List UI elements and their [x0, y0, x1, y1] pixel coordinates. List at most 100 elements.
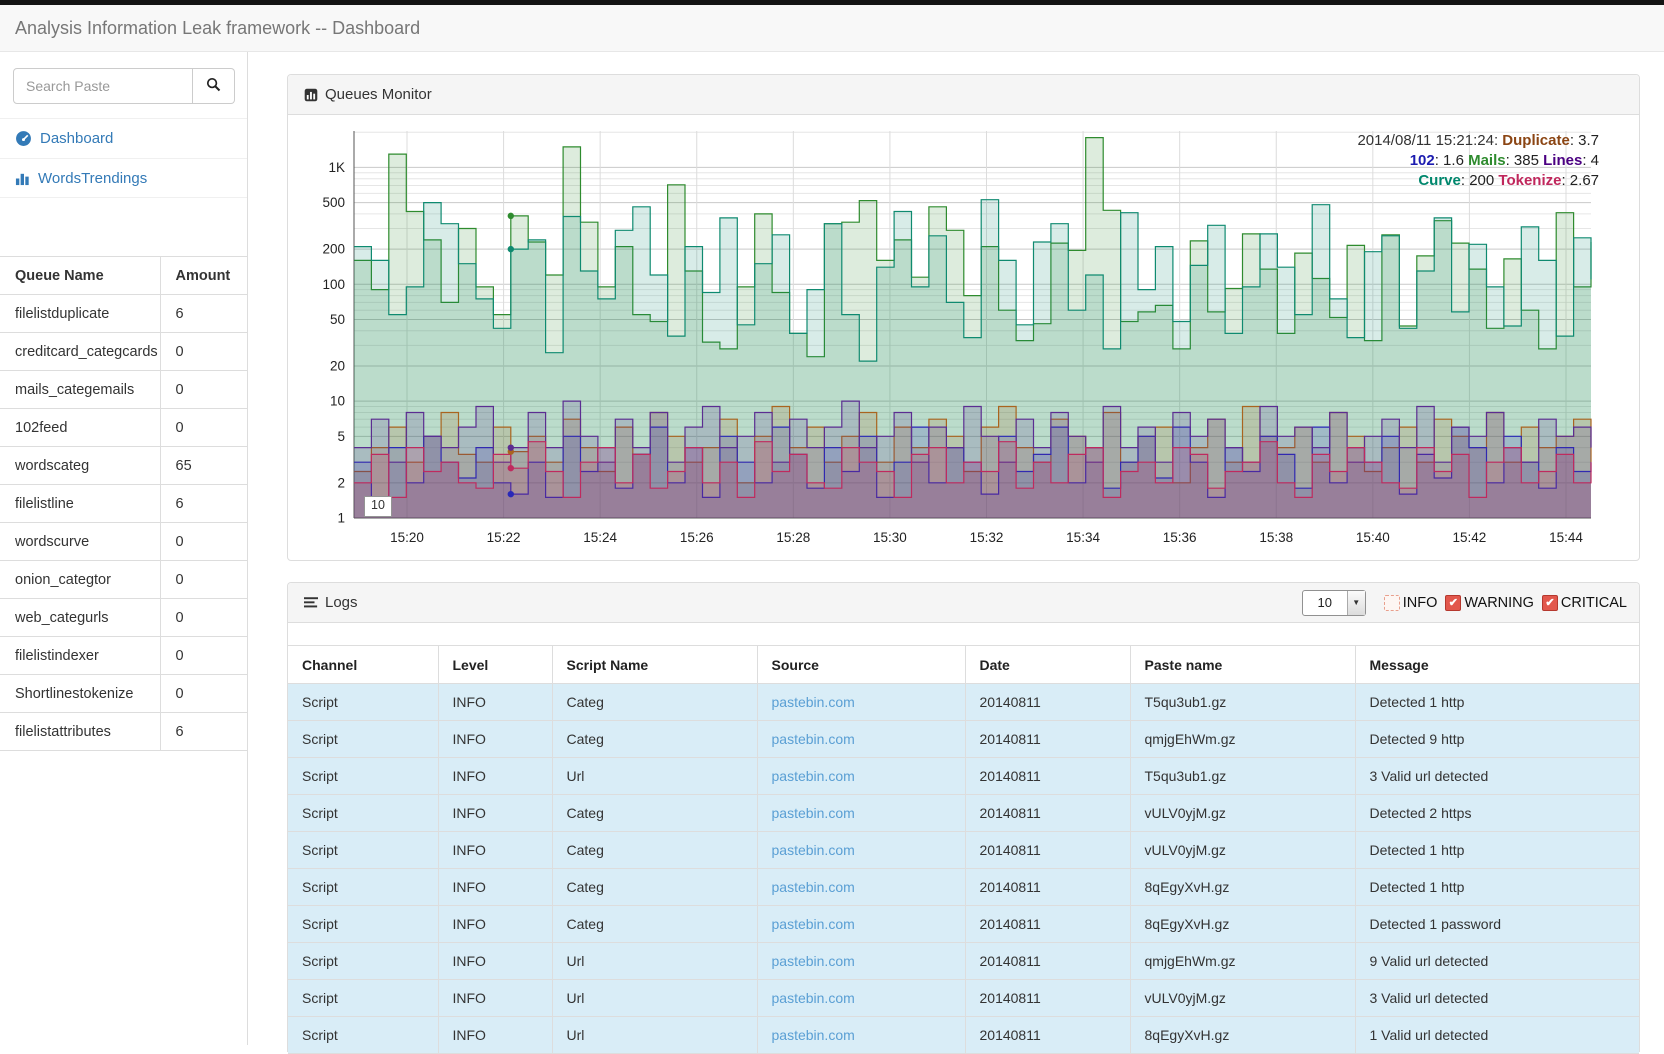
- queue-row: onion_categtor0: [0, 561, 248, 599]
- checkbox-checked-icon[interactable]: ✔: [1445, 595, 1461, 611]
- log-channel-cell: Script: [288, 684, 438, 721]
- svg-text:15:42: 15:42: [1453, 530, 1487, 545]
- log-source-link[interactable]: pastebin.com: [772, 768, 855, 784]
- log-date-cell: 20140811: [965, 758, 1130, 795]
- queue-row: web_categurls0: [0, 599, 248, 637]
- log-source-link[interactable]: pastebin.com: [772, 842, 855, 858]
- logs-header-pastename: Paste name: [1130, 646, 1355, 684]
- log-source-cell: pastebin.com: [757, 869, 965, 906]
- queue-amount-cell: 6: [160, 485, 248, 523]
- queue-table-header-name: Queue Name: [0, 257, 160, 295]
- log-level-filters: INFO✔WARNING✔CRITICAL: [1376, 595, 1627, 611]
- logs-header-message: Message: [1355, 646, 1639, 684]
- queue-row: creditcard_categcards0: [0, 333, 248, 371]
- search-group: [13, 68, 235, 104]
- log-date-cell: 20140811: [965, 795, 1130, 832]
- filter-info-checkbox[interactable]: INFO: [1384, 595, 1438, 611]
- svg-text:20: 20: [330, 358, 345, 373]
- queue-amount-cell: 0: [160, 637, 248, 675]
- sidebar-item-dashboard[interactable]: Dashboard: [0, 118, 247, 158]
- queue-name-cell: filelistindexer: [0, 637, 160, 675]
- queue-row: filelistduplicate6: [0, 295, 248, 333]
- queue-row: filelistattributes6: [0, 713, 248, 751]
- log-source-link[interactable]: pastebin.com: [772, 731, 855, 747]
- log-pastename-cell: 8qEgyXvH.gz: [1130, 906, 1355, 943]
- logs-header-channel: Channel: [288, 646, 438, 684]
- checkbox-checked-icon[interactable]: ✔: [1542, 595, 1558, 611]
- queue-row: 102feed0: [0, 409, 248, 447]
- svg-text:15:22: 15:22: [487, 530, 521, 545]
- queue-row: filelistindexer0: [0, 637, 248, 675]
- filter-critical-checkbox[interactable]: ✔CRITICAL: [1542, 595, 1627, 611]
- log-message-cell: Detected 9 http: [1355, 721, 1639, 758]
- log-date-cell: 20140811: [965, 721, 1130, 758]
- logs-title: Logs: [325, 594, 358, 611]
- queue-name-cell: Shortlinestokenize: [0, 675, 160, 713]
- log-level-cell: INFO: [438, 832, 552, 869]
- log-message-cell: Detected 2 https: [1355, 795, 1639, 832]
- log-level-cell: INFO: [438, 980, 552, 1017]
- log-scriptname-cell: Categ: [552, 684, 757, 721]
- log-message-cell: 3 Valid url detected: [1355, 758, 1639, 795]
- queue-row: filelistline6: [0, 485, 248, 523]
- queue-name-cell: filelistattributes: [0, 713, 160, 751]
- log-source-link[interactable]: pastebin.com: [772, 916, 855, 932]
- queues-monitor-chart-icon: [304, 88, 318, 102]
- logs-table: Channel Level Script Name Source Date Pa…: [288, 645, 1639, 1054]
- log-message-cell: Detected 1 http: [1355, 869, 1639, 906]
- log-channel-cell: Script: [288, 721, 438, 758]
- log-source-link[interactable]: pastebin.com: [772, 879, 855, 895]
- log-scriptname-cell: Categ: [552, 795, 757, 832]
- svg-text:100: 100: [322, 277, 345, 292]
- logs-list-icon: [304, 596, 318, 609]
- page-size-select[interactable]: 10 ▼: [1302, 590, 1366, 616]
- sidebar-item-wordstrendings[interactable]: WordsTrendings: [0, 158, 247, 198]
- queue-amount-cell: 6: [160, 295, 248, 333]
- log-channel-cell: Script: [288, 943, 438, 980]
- chart-hover-legend: 2014/08/11 15:21:24: Duplicate: 3.7102: …: [1357, 131, 1599, 191]
- logs-header-source: Source: [757, 646, 965, 684]
- queue-amount-cell: 0: [160, 333, 248, 371]
- log-level-cell: INFO: [438, 684, 552, 721]
- queues-monitor-heading: Queues Monitor: [288, 75, 1639, 115]
- legend-series-name: Curve: [1418, 172, 1461, 189]
- log-pastename-cell: 8qEgyXvH.gz: [1130, 869, 1355, 906]
- filter-label: WARNING: [1464, 595, 1534, 611]
- log-level-cell: INFO: [438, 1017, 552, 1054]
- queue-amount-cell: 0: [160, 561, 248, 599]
- queue-table-header-amount: Amount: [160, 257, 248, 295]
- log-message-cell: Detected 1 http: [1355, 684, 1639, 721]
- search-input[interactable]: [13, 68, 193, 104]
- log-scriptname-cell: Url: [552, 1017, 757, 1054]
- log-date-cell: 20140811: [965, 906, 1130, 943]
- log-source-link[interactable]: pastebin.com: [772, 990, 855, 1006]
- svg-text:15:44: 15:44: [1549, 530, 1583, 545]
- legend-line: 2014/08/11 15:21:24: Duplicate: 3.7: [1357, 131, 1599, 151]
- search-button[interactable]: [193, 68, 235, 104]
- log-row: ScriptINFOUrlpastebin.com20140811T5qu3ub…: [288, 758, 1639, 795]
- log-message-cell: 3 Valid url detected: [1355, 980, 1639, 1017]
- svg-text:15:36: 15:36: [1163, 530, 1197, 545]
- log-source-link[interactable]: pastebin.com: [772, 1027, 855, 1043]
- log-source-cell: pastebin.com: [757, 721, 965, 758]
- svg-text:200: 200: [322, 242, 345, 257]
- chart-annotation: 10: [364, 496, 392, 517]
- log-row: ScriptINFOUrlpastebin.com20140811qmjgEhW…: [288, 943, 1639, 980]
- log-scriptname-cell: Categ: [552, 906, 757, 943]
- log-date-cell: 20140811: [965, 684, 1130, 721]
- log-source-link[interactable]: pastebin.com: [772, 805, 855, 821]
- log-channel-cell: Script: [288, 869, 438, 906]
- filter-warning-checkbox[interactable]: ✔WARNING: [1445, 595, 1534, 611]
- queue-name-cell: wordscurve: [0, 523, 160, 561]
- svg-text:5: 5: [337, 429, 345, 444]
- queue-amount-cell: 0: [160, 523, 248, 561]
- queue-amount-cell: 6: [160, 713, 248, 751]
- svg-text:15:20: 15:20: [390, 530, 424, 545]
- log-row: ScriptINFOCategpastebin.com20140811vULV0…: [288, 832, 1639, 869]
- filter-label: CRITICAL: [1561, 595, 1627, 611]
- log-source-link[interactable]: pastebin.com: [772, 953, 855, 969]
- bar-chart-icon: [15, 171, 30, 186]
- queue-amount-cell: 0: [160, 675, 248, 713]
- checkbox-unchecked-icon[interactable]: [1384, 595, 1400, 611]
- log-source-link[interactable]: pastebin.com: [772, 694, 855, 710]
